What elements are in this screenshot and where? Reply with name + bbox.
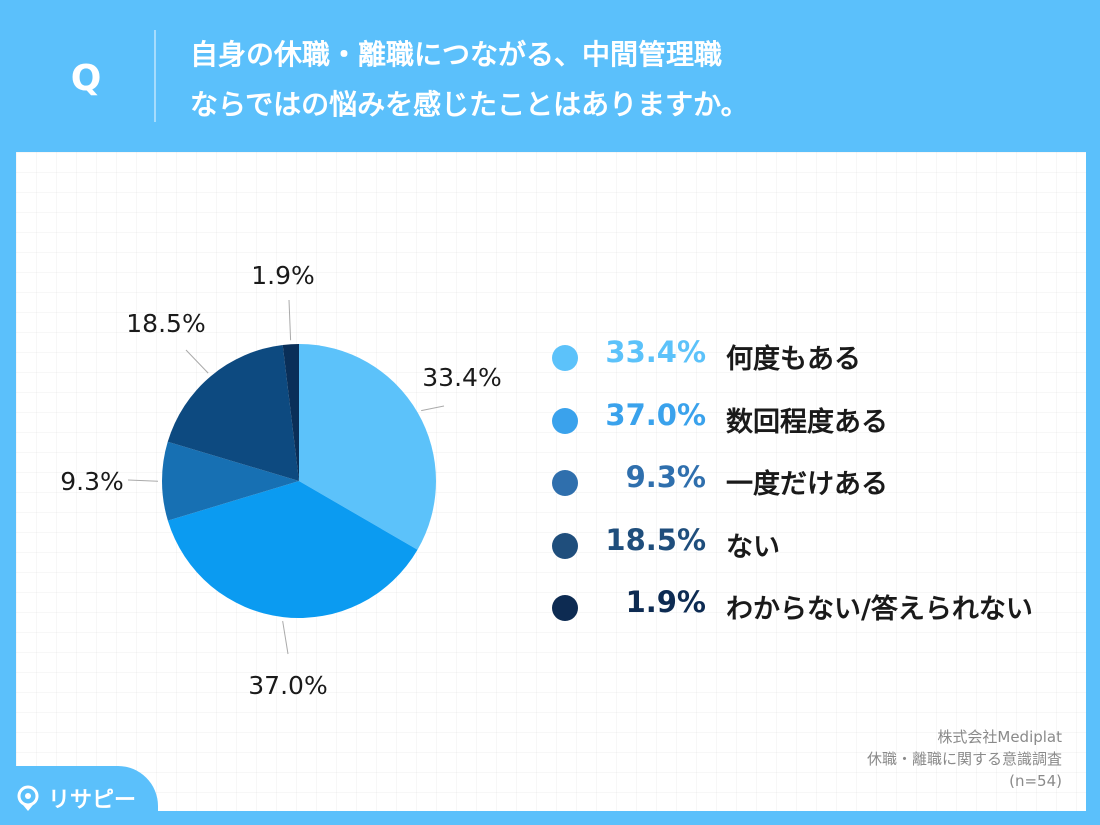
slice-value-label: 37.0% [248, 671, 327, 700]
legend-item: 37.0% 数回程度ある [552, 392, 1072, 455]
slice-value-label: 9.3% [60, 467, 124, 496]
legend-percent: 9.3% [625, 460, 706, 494]
question-line-1: 自身の休職・離職につながる、中間管理職 [190, 38, 723, 71]
legend-label: 一度だけある [726, 469, 888, 500]
legend-dot [552, 407, 578, 434]
location-pin-icon [17, 785, 39, 811]
chart-legend: 33.4% 何度もある 37.0% 数回程度ある 9.3% 一度だけある 18.… [552, 329, 1072, 642]
pie-chart: 33.4% 37.0% 9.3% 18.5% 1.9% [60, 261, 501, 700]
legend-label: わからない/答えられない [726, 594, 1033, 625]
legend-item: 9.3% 一度だけある [552, 454, 1072, 517]
question-text: 自身の休職・離職につながる、中間管理職 ならではの悩みを感じたことはありますか。 [190, 30, 1070, 130]
chart-panel: 33.4% 37.0% 9.3% 18.5% 1.9% 33.4% 何度もある 37.0… [16, 152, 1086, 811]
legend-percent: 18.5% [605, 522, 706, 557]
legend-label: 数回程度ある [726, 406, 888, 438]
leader-line [127, 479, 159, 482]
slice-value-label: 1.9% [251, 261, 315, 290]
question-mark: Q [70, 57, 102, 99]
leader-line [185, 349, 209, 374]
slice-value-label: 33.4% [422, 363, 501, 392]
slice-value-label: 18.5% [126, 309, 205, 338]
leader-line [421, 405, 445, 412]
source-company: 株式会社Mediplat [937, 728, 1062, 746]
legend-percent: 37.0% [605, 397, 706, 432]
pie-slice [282, 344, 299, 481]
legend-item: 18.5% ない [552, 517, 1072, 580]
legend-percent: 1.9% [625, 585, 706, 619]
pie-slice [161, 441, 299, 521]
legend-dot [552, 595, 578, 621]
leader-line [288, 299, 292, 341]
logo-text: リサピー [48, 788, 137, 813]
pie-slice [167, 481, 418, 618]
source-sample: (n=54) [1009, 772, 1062, 790]
legend-item: 33.4% 何度もある [552, 329, 1072, 392]
legend-dot [552, 470, 578, 496]
question-line-2: ならではの悩みを感じたことはありますか。 [190, 88, 749, 121]
legend-percent: 33.4% [605, 335, 706, 369]
leader-line [282, 620, 289, 655]
legend-dot [552, 345, 578, 371]
legend-label: 何度もある [726, 344, 861, 375]
logo-tab: リサピー [0, 766, 158, 825]
pie-slice [167, 344, 299, 481]
source-note: 株式会社Mediplat 休職・離職に関する意識調査 (n=54) [867, 726, 1062, 792]
brand-logo: リサピー [14, 782, 136, 814]
legend-dot [552, 532, 578, 559]
legend-label: ない [726, 531, 780, 563]
question-header: Q 自身の休職・離職につながる、中間管理職 ならではの悩みを感じたことはあります… [0, 0, 1100, 152]
source-survey: 休職・離職に関する意識調査 [866, 750, 1062, 768]
header-divider [154, 30, 156, 122]
legend-item: 1.9% わからない/答えられない [552, 579, 1072, 642]
pie-slice [299, 344, 436, 550]
